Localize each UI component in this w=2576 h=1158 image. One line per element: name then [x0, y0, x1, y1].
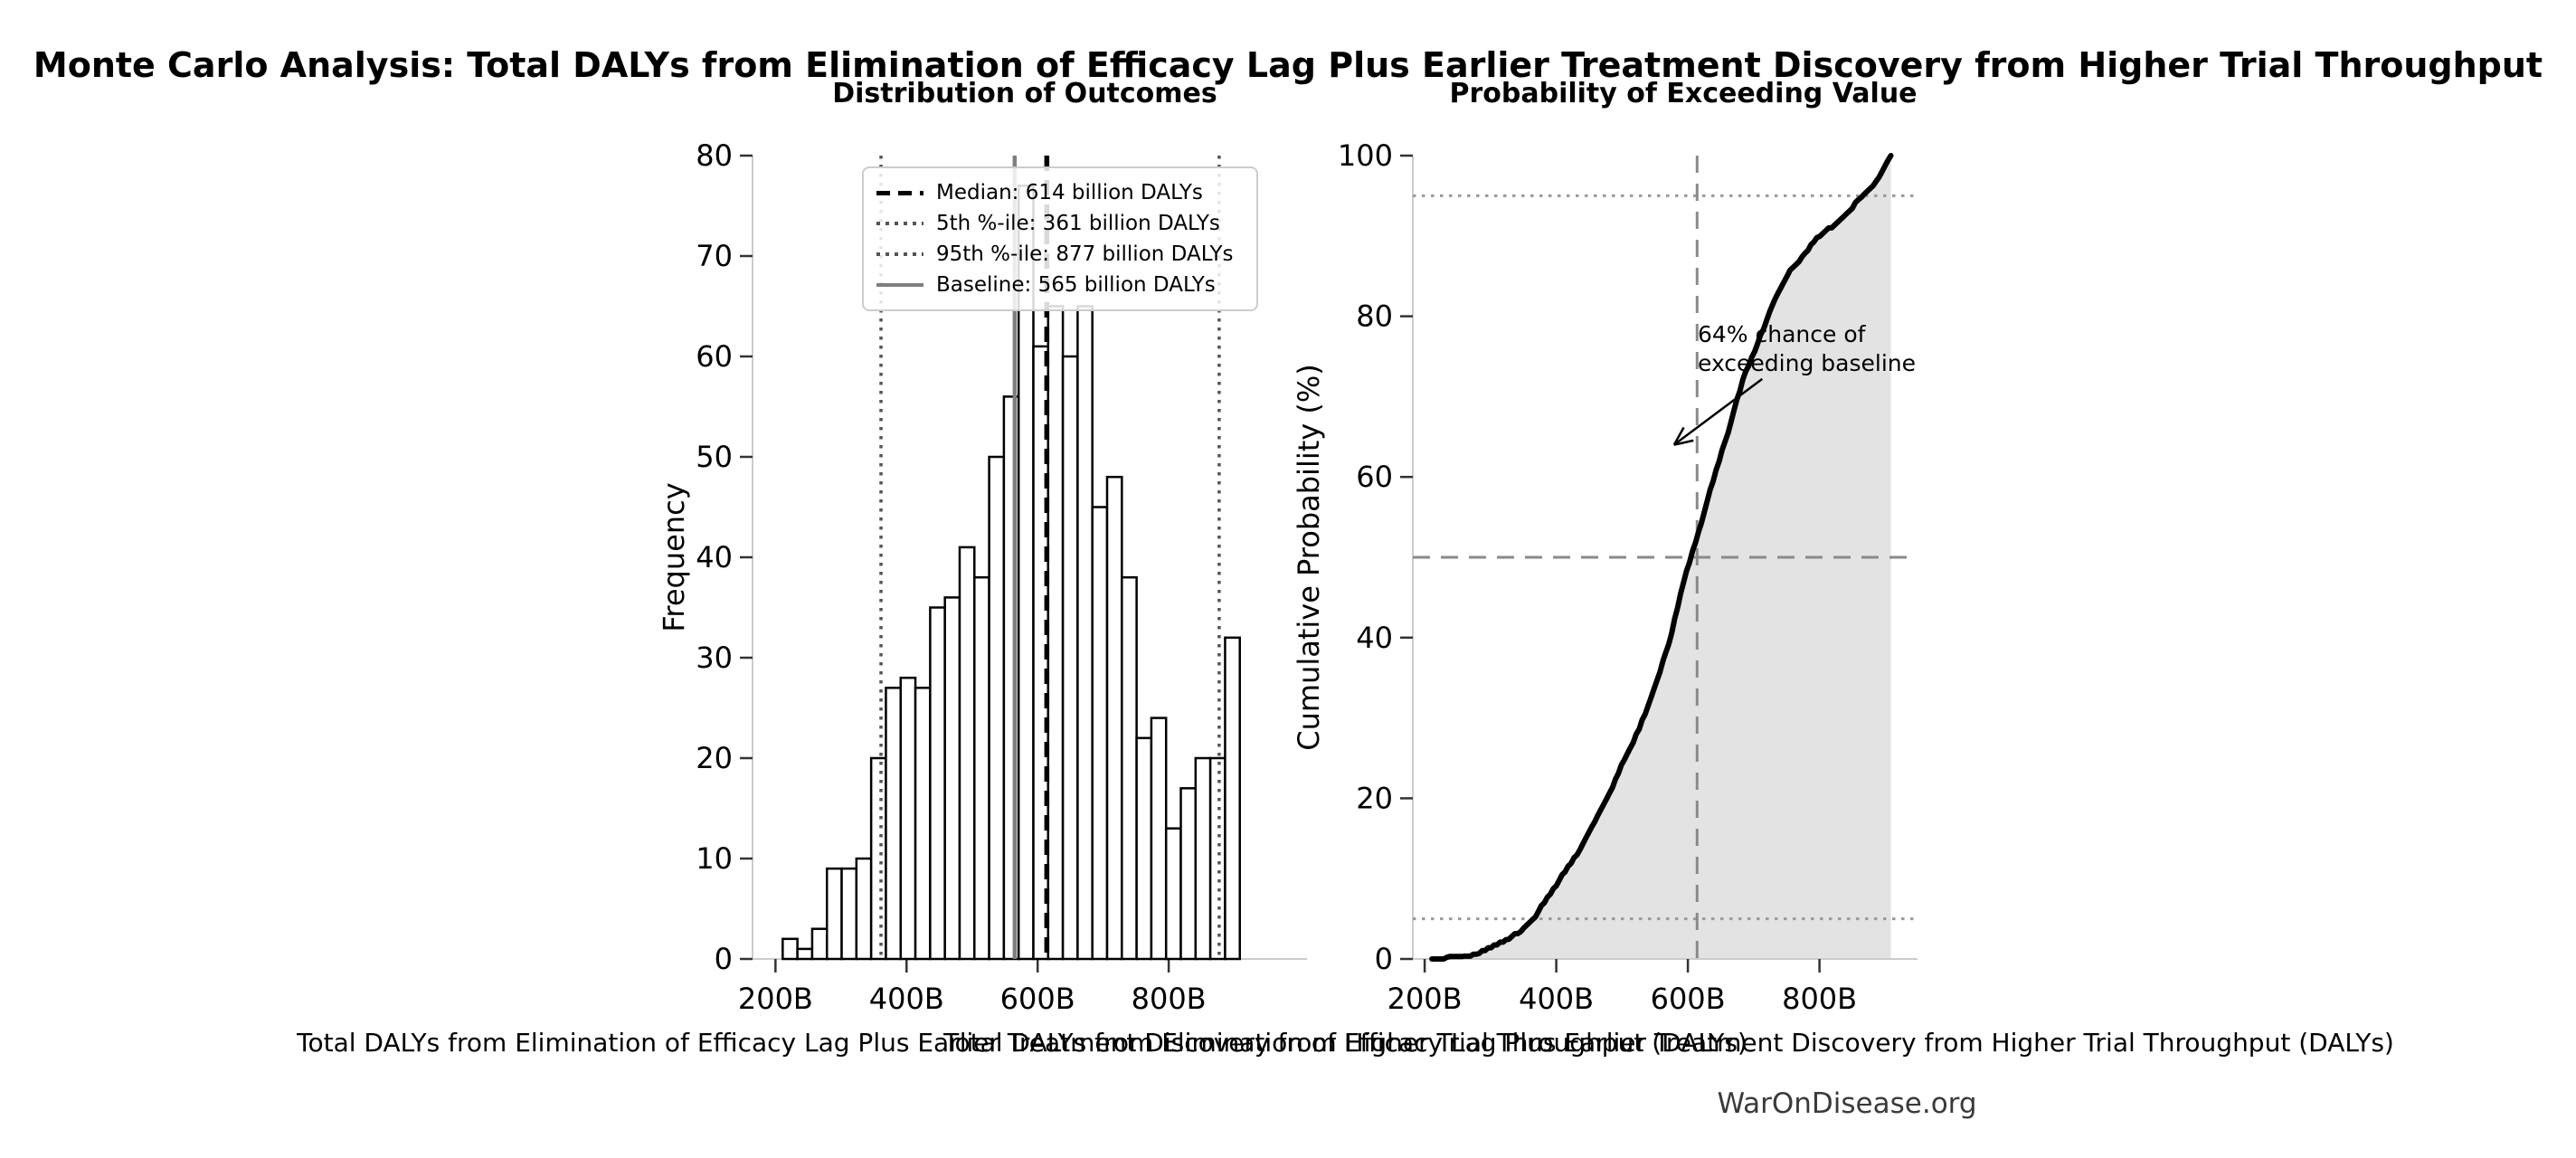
legend-label: 5th %-ile: 361 billion DALYs: [936, 212, 1220, 235]
cdf-y-tick-label: 100: [1338, 138, 1393, 173]
histogram-bar: [1150, 717, 1168, 961]
histogram-bar: [958, 546, 976, 961]
legend-item-baseline: Baseline: 565 billion DALYs: [876, 270, 1244, 300]
histogram-y-tick-label: 0: [715, 942, 733, 976]
histogram-x-tick-label: 800B: [1132, 982, 1207, 1016]
histogram-y-tick-label: 60: [696, 339, 733, 374]
histogram-xlabel: Total DALYs from Elimination of Efficacy…: [297, 1028, 1747, 1058]
histogram-title: Distribution of Outcomes: [832, 78, 1217, 109]
histogram-y-tick-label: 40: [696, 540, 733, 574]
histogram-bar: [781, 937, 799, 961]
annotation-arrow: [1673, 377, 1764, 446]
legend-item-median: Median: 614 billion DALYs: [876, 177, 1244, 208]
histogram-bar: [840, 867, 858, 961]
dotted-line-sample-icon: [876, 222, 923, 225]
histogram-y-tick-label: 50: [696, 440, 733, 474]
histogram-bar: [1076, 305, 1094, 961]
histogram-bar: [1046, 305, 1065, 961]
legend-item-percentile-95: 95th %-ile: 877 billion DALYs: [876, 239, 1244, 270]
histogram-x-tick-label: 400B: [869, 982, 944, 1016]
histogram-ylabel: Frequency: [657, 482, 691, 632]
histogram-bar: [885, 687, 903, 961]
solid-line-sample-icon: [876, 283, 923, 287]
histogram-y-tick-label: 80: [696, 138, 733, 173]
cdf-title: Probability of Exceeding Value: [1449, 78, 1918, 109]
histogram-bar: [914, 687, 932, 961]
histogram-bar: [1105, 475, 1123, 961]
cdf-y-tick-label: 0: [1375, 942, 1393, 976]
legend-item-percentile-5: 5th %-ile: 361 billion DALYs: [876, 208, 1244, 239]
histogram-y-tick-label: 30: [696, 641, 733, 675]
histogram-bar: [973, 575, 990, 961]
figure-title: Monte Carlo Analysis: Total DALYs from E…: [33, 45, 2543, 85]
histogram-bar: [825, 867, 843, 961]
cdf-xlabel: Total DALYs from Elimination of Efficacy…: [943, 1028, 2394, 1058]
cdf-y-tick-label: 40: [1356, 621, 1393, 655]
histogram-bar: [1194, 756, 1212, 961]
legend-label: Median: 614 billion DALYs: [936, 181, 1203, 204]
histogram-bar: [1164, 827, 1182, 961]
cdf-y-tick-label: 60: [1356, 460, 1393, 494]
watermark: WarOnDisease.org: [1717, 1087, 1977, 1120]
cdf-x-tick-label: 200B: [1387, 982, 1463, 1016]
cdf-ylabel: Cumulative Probability (%): [1292, 364, 1326, 751]
dotted-line-sample-icon: [876, 252, 923, 256]
histogram-bar: [1135, 736, 1153, 961]
histogram-bar: [1179, 787, 1198, 961]
histogram-x-tick-label: 200B: [738, 982, 813, 1016]
legend-label: Baseline: 565 billion DALYs: [936, 273, 1216, 297]
cdf-x-tick-label: 400B: [1519, 982, 1594, 1016]
median-line-sample-icon: [876, 190, 923, 195]
histogram-y-tick-label: 20: [696, 741, 733, 775]
histogram-bar: [1061, 355, 1079, 961]
legend-label: 95th %-ile: 877 billion DALYs: [936, 242, 1234, 266]
histogram-bar: [1121, 575, 1138, 961]
histogram-bar: [899, 676, 917, 961]
histogram-legend: Median: 614 billion DALYs 5th %-ile: 361…: [862, 166, 1258, 311]
annotation-line-2: exceeding baseline: [1698, 350, 1916, 377]
annotation-arrowhead-icon: [1672, 426, 1694, 446]
cdf-curve: [1429, 153, 1894, 962]
histogram-bar: [810, 927, 829, 961]
histogram-bar: [929, 606, 946, 961]
histogram-y-tick-label: 70: [696, 239, 733, 273]
histogram-bar: [869, 756, 887, 961]
histogram-bar: [855, 857, 873, 961]
annotation-line-1: 64% chance of: [1698, 321, 1866, 348]
histogram-bar: [796, 947, 814, 961]
histogram-bar: [1091, 506, 1109, 961]
cdf-x-tick-label: 800B: [1782, 982, 1857, 1016]
cdf-y-tick-label: 80: [1356, 299, 1393, 334]
cdf-y-tick-label: 20: [1356, 781, 1393, 815]
histogram-bar: [943, 596, 961, 961]
histogram-bar: [1224, 636, 1241, 961]
histogram-x-tick-label: 600B: [1000, 982, 1075, 1016]
histogram-bar: [1208, 756, 1226, 961]
histogram-bar: [988, 455, 1006, 961]
histogram-y-tick-label: 10: [696, 841, 733, 876]
cdf-fill-area: [1432, 156, 1891, 959]
cdf-x-tick-label: 600B: [1651, 982, 1726, 1016]
cdf-annotation: 64% chance of exceeding baseline: [1698, 320, 1916, 378]
